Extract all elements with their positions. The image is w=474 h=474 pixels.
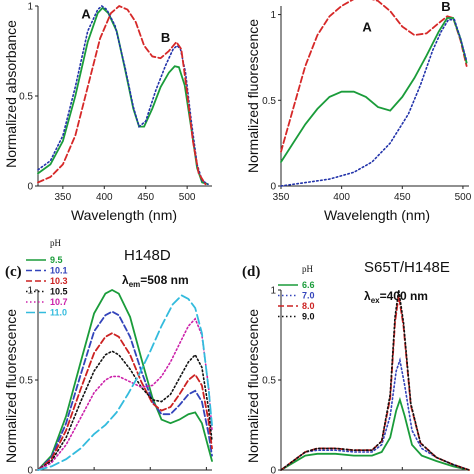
panel-c-lambda-value: =508 nm	[140, 273, 188, 287]
panel-b-xtick-label: 400	[333, 192, 350, 203]
panel-c-legend-label: 11.0	[50, 308, 67, 318]
panel-b-xtick-label: 450	[394, 192, 411, 203]
panel-a-ylabel: Normalized absorbance	[3, 20, 19, 168]
panel-c-legend-label: 9.5	[50, 255, 63, 265]
panel-d-lambda-value: =400 nm	[380, 289, 428, 303]
panel-b-ylabel: Normalized fluorescence	[245, 19, 261, 173]
panel-a-xtick-label: 450	[137, 192, 154, 203]
panel-d-series-1	[280, 357, 470, 471]
panel-b-xtick-label: 500	[455, 192, 472, 203]
panel-a-ytick-label: 1	[27, 2, 33, 13]
panel-b-series-1	[280, 17, 468, 163]
panel-b-ytick-label: 0.5	[262, 96, 276, 107]
panel-d-ytick-label: 0.5	[262, 376, 276, 387]
panel-a-xlabel: Wavelength (nm)	[71, 207, 177, 223]
panel-c-series-2	[37, 332, 213, 471]
panel-a-xtick-label: 500	[179, 192, 196, 203]
panel-d-series-3	[280, 289, 470, 471]
panel-c-series-0	[37, 288, 213, 471]
panel-d-legend-label: 7.0	[302, 291, 315, 301]
panel-c-legend-title: pH	[50, 238, 62, 248]
panel-a-series-2	[37, 4, 207, 186]
panel-b: Normalized fluorescence Wavelength (nm)	[245, 19, 430, 223]
panel-a-peak-label: A	[81, 7, 91, 22]
panel-d-series-0	[280, 396, 470, 471]
panel-a-xtick-label: 400	[96, 192, 113, 203]
panel-a-ytick-label: 0.5	[19, 92, 33, 103]
panel-c: Normalized fluorescence (c) H148D λem=50…	[3, 238, 189, 463]
panel-c-series-5	[37, 294, 213, 471]
panel-d-label: (d)	[242, 264, 260, 280]
panel-c-label: (c)	[5, 264, 22, 280]
panel-d-title: S65T/H148E	[364, 259, 450, 276]
panel-c-legend-label: 10.7	[50, 297, 68, 307]
panel-c-lambda-symbol: λ	[122, 273, 129, 287]
panel-d-ytick-label: 1	[270, 286, 276, 297]
panel-a-ytick-label: 0	[27, 182, 33, 193]
panel-b-peak-label: B	[441, 0, 450, 14]
panel-b-xtick-label: 350	[273, 192, 290, 203]
panel-c-series-4	[37, 317, 213, 471]
panel-d: Normalized fluorescence (d) S65T/H148E λ…	[242, 259, 450, 463]
panel-d-legend-title: pH	[302, 264, 314, 274]
panel-d-lambda: λex=400 nm	[364, 289, 428, 305]
panel-b-xlabel: Wavelength (nm)	[324, 207, 430, 223]
panel-d-ytick-label: 0	[270, 466, 276, 474]
panel-c-ytick-label: 0	[27, 466, 33, 474]
panel-d-lambda-sub: ex	[371, 296, 380, 305]
panel-d-series-2	[280, 295, 470, 471]
panel-c-ylabel: Normalized fluorescence	[3, 309, 19, 463]
panel-a-xtick-label: 350	[55, 192, 72, 203]
panel-c-lambda: λem=508 nm	[122, 273, 189, 289]
panel-b-ytick-label: 0	[270, 182, 276, 193]
panel-c-lambda-sub: em	[129, 280, 141, 289]
panel-d-legend-label: 8.0	[302, 301, 315, 311]
panel-c-legend-label: 10.1	[50, 266, 68, 276]
panel-d-ylabel: Normalized fluorescence	[245, 309, 261, 463]
panel-a-series-1	[37, 4, 209, 185]
plot-layer: 0 0.5 1 350 400 450 500 A B 0 0.5 1 350 400 450 500 A B 0 0…	[19, 0, 472, 474]
panel-d-legend-label: 6.6	[302, 280, 315, 290]
panel-c-series-3	[37, 350, 213, 471]
panel-b-series-2	[280, 18, 468, 187]
panel-c-ytick-label: 0.5	[19, 376, 33, 387]
panel-d-lambda-symbol: λ	[364, 289, 371, 303]
panel-b-peak-label: A	[362, 20, 372, 35]
panel-a-series-0	[37, 6, 209, 186]
panel-a: Normalized absorbance Wavelength (nm)	[3, 20, 177, 223]
panel-b-series-0	[280, 0, 468, 153]
panel-c-title: H148D	[124, 247, 171, 264]
panel-b-ytick-label: 1	[270, 10, 276, 21]
panel-a-peak-label: B	[161, 30, 170, 45]
panel-d-legend-label: 9.0	[302, 312, 315, 322]
panel-c-legend-label: 10.3	[50, 276, 68, 286]
panel-c-legend-label: 10.5	[50, 287, 68, 297]
